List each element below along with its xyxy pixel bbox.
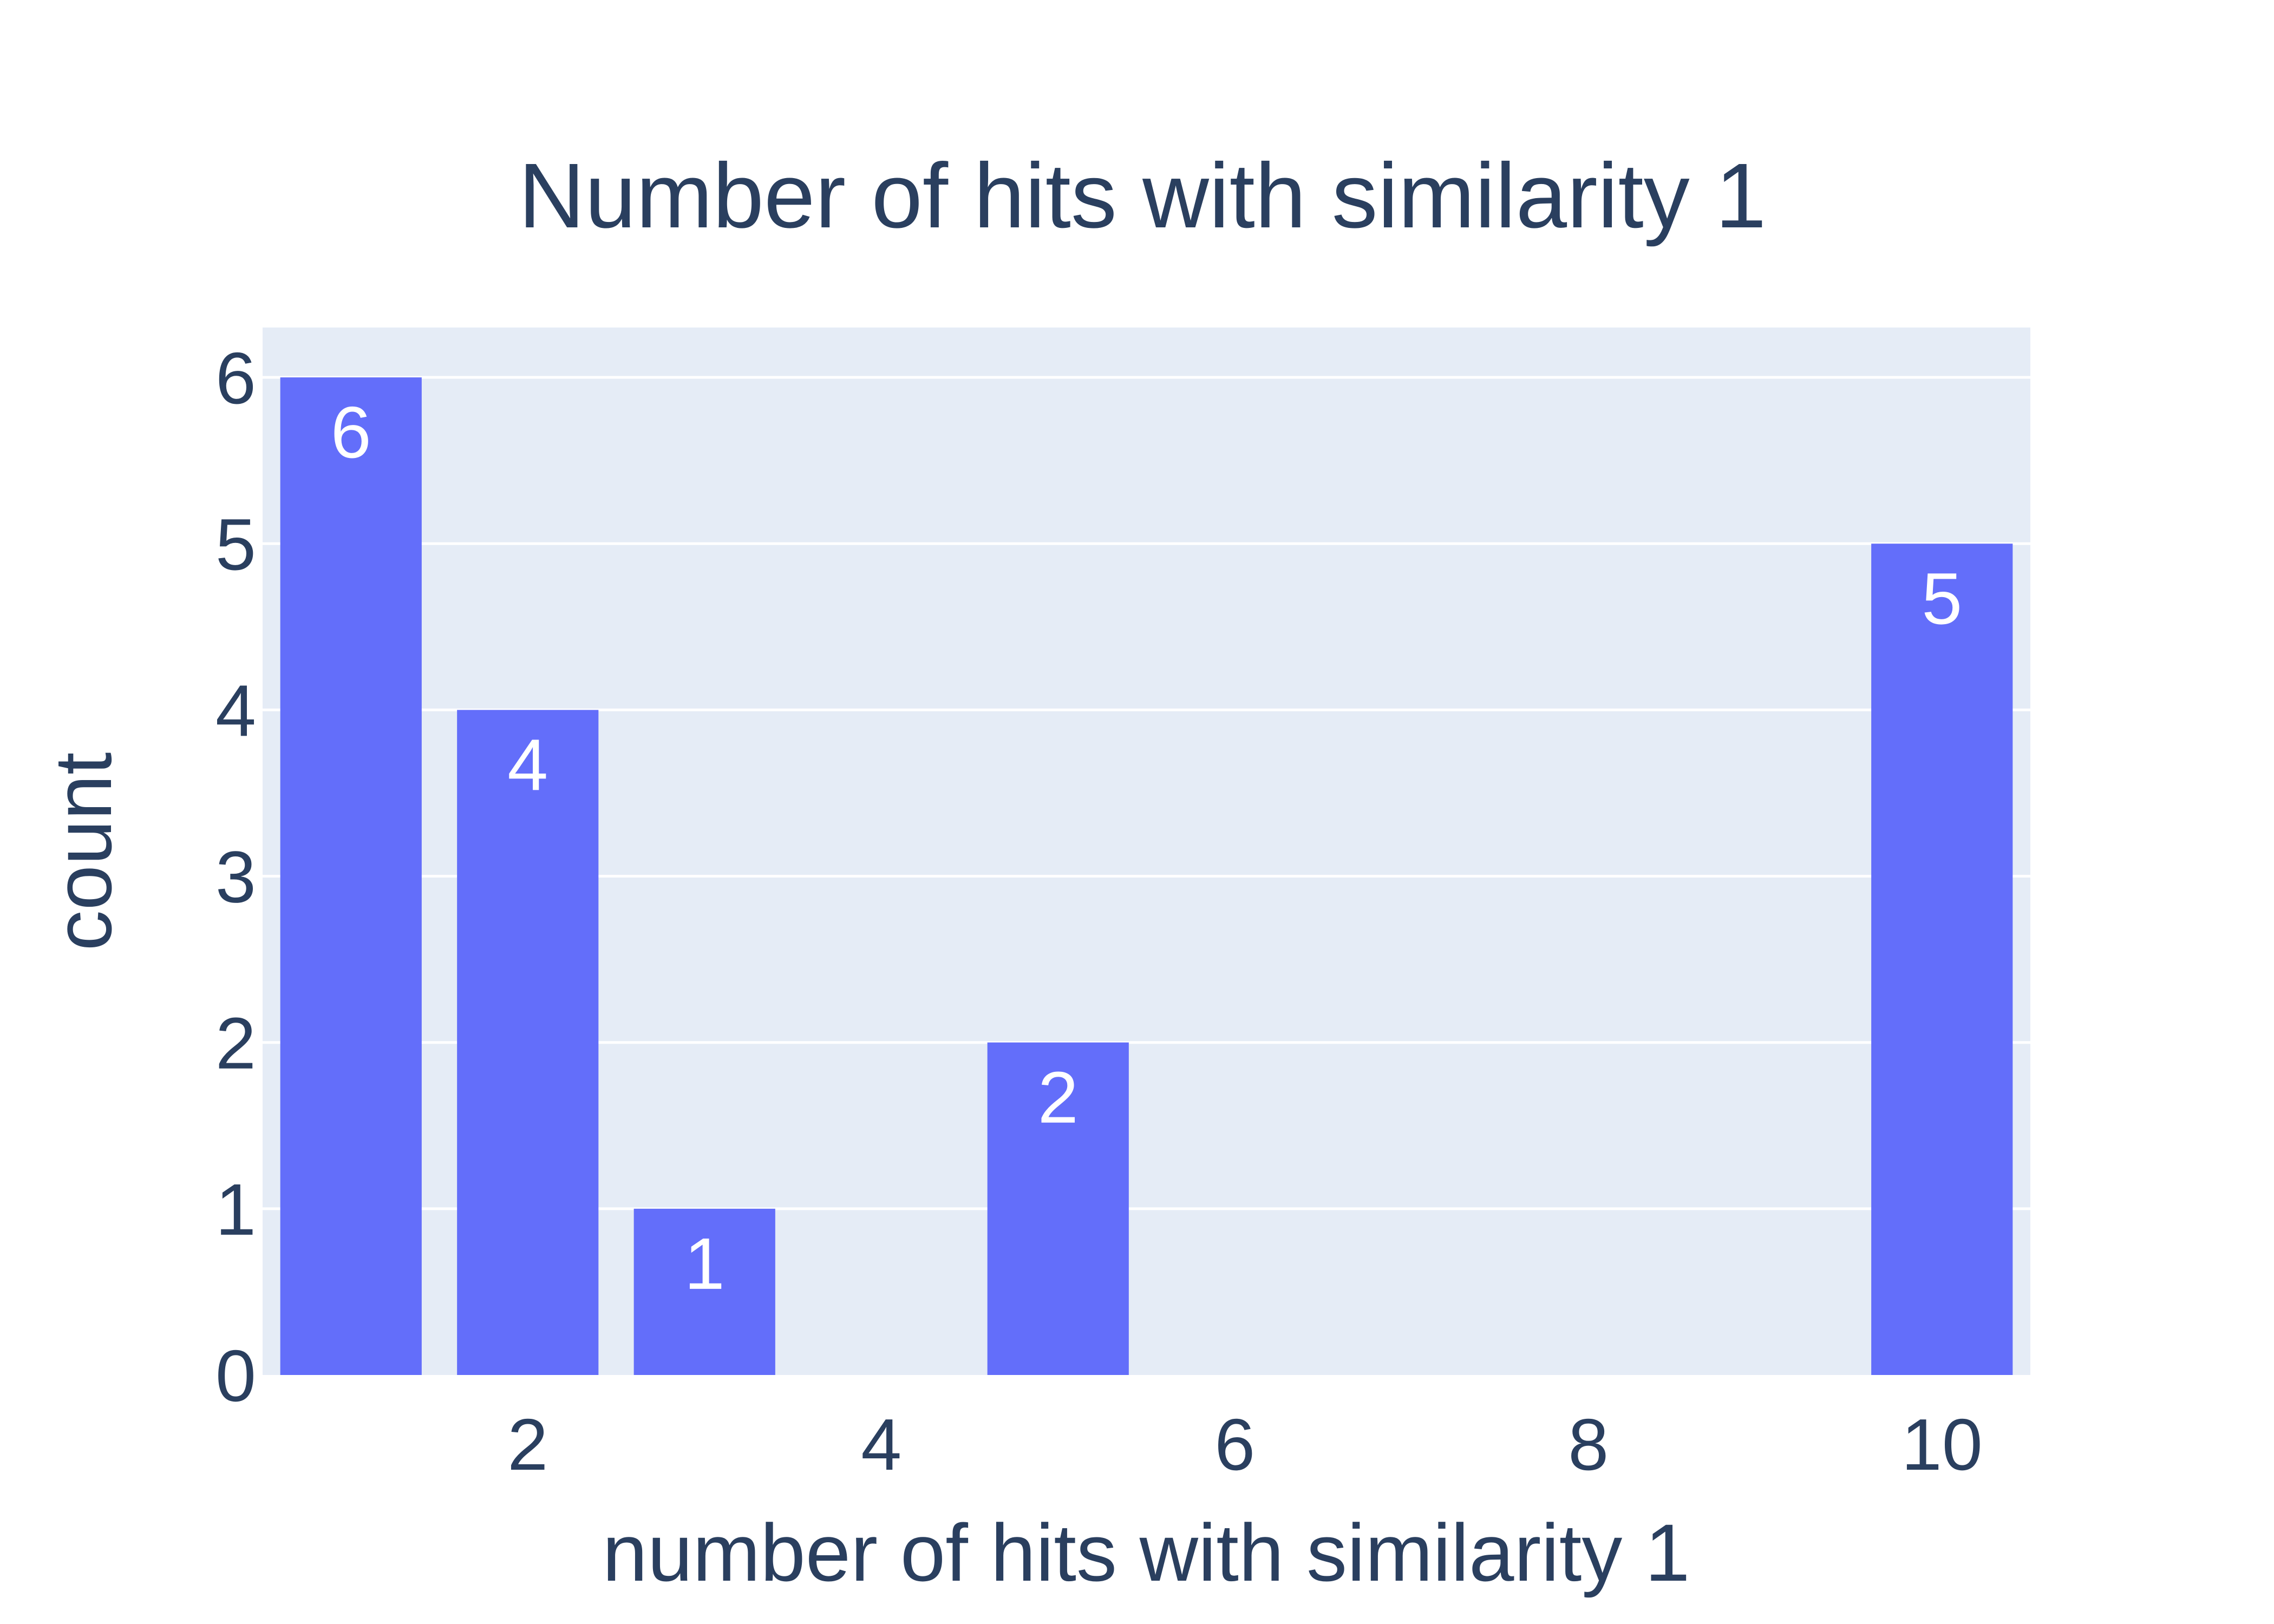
bar-10 bbox=[1871, 543, 2013, 1376]
bar-1 bbox=[280, 377, 422, 1376]
bar-2 bbox=[457, 710, 599, 1375]
bar-labels: 6 4 1 2 5 bbox=[331, 391, 1963, 1305]
y-tick-3: 3 bbox=[215, 836, 256, 918]
x-axis-label: number of hits with similarity 1 bbox=[603, 1507, 1690, 1598]
x-tick-4: 4 bbox=[861, 1404, 901, 1485]
x-tick-6: 6 bbox=[1214, 1404, 1255, 1485]
bar-label-3: 1 bbox=[684, 1223, 725, 1305]
x-tick-2: 2 bbox=[507, 1404, 548, 1485]
bar-5 bbox=[987, 1042, 1129, 1375]
bar-label-1: 6 bbox=[331, 391, 371, 473]
x-axis-ticks: 2 4 6 8 10 bbox=[507, 1404, 1983, 1485]
y-tick-2: 2 bbox=[215, 1003, 256, 1084]
bar-label-2: 4 bbox=[507, 724, 548, 806]
x-tick-10: 10 bbox=[1901, 1404, 1983, 1485]
chart-title: Number of hits with similarity 1 bbox=[518, 145, 1766, 247]
y-axis-label: count bbox=[37, 752, 128, 951]
y-axis-ticks: 0 1 2 3 4 5 6 bbox=[215, 337, 256, 1417]
y-tick-5: 5 bbox=[215, 503, 256, 585]
y-tick-1: 1 bbox=[215, 1169, 256, 1250]
bar-label-10: 5 bbox=[1922, 558, 1962, 639]
bar-label-5: 2 bbox=[1038, 1057, 1079, 1138]
bar-3 bbox=[633, 1208, 775, 1375]
y-tick-0: 0 bbox=[215, 1335, 256, 1417]
y-tick-4: 4 bbox=[215, 670, 256, 751]
bars bbox=[280, 377, 2013, 1376]
y-tick-6: 6 bbox=[215, 337, 256, 419]
x-tick-8: 8 bbox=[1568, 1404, 1609, 1485]
